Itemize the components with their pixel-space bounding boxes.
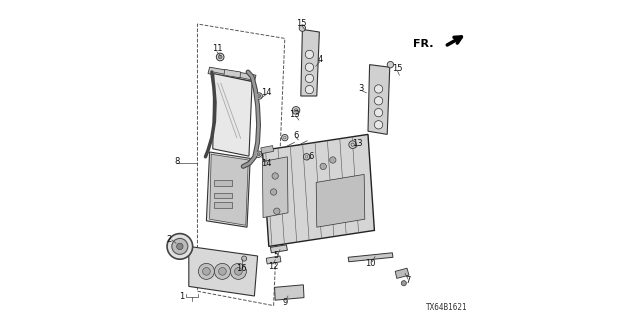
Circle shape	[272, 173, 278, 179]
Circle shape	[271, 189, 277, 195]
Circle shape	[305, 63, 314, 71]
Polygon shape	[262, 134, 374, 246]
Text: 6: 6	[293, 131, 298, 140]
Text: 13: 13	[289, 110, 300, 119]
Polygon shape	[224, 69, 241, 78]
Text: 3: 3	[358, 84, 364, 93]
Circle shape	[374, 108, 383, 117]
Circle shape	[257, 94, 261, 98]
Text: 6: 6	[308, 152, 314, 161]
Circle shape	[177, 243, 183, 250]
Circle shape	[300, 25, 306, 31]
Polygon shape	[210, 154, 248, 225]
Polygon shape	[208, 67, 256, 82]
Text: 11: 11	[212, 44, 222, 53]
Text: 14: 14	[261, 159, 271, 168]
Circle shape	[219, 268, 227, 275]
Circle shape	[330, 157, 336, 163]
Bar	[214, 193, 232, 198]
Circle shape	[305, 74, 314, 83]
Circle shape	[218, 55, 222, 59]
Circle shape	[303, 154, 310, 160]
Polygon shape	[189, 246, 258, 296]
Circle shape	[387, 61, 394, 68]
Polygon shape	[396, 268, 409, 278]
Circle shape	[274, 208, 280, 214]
Polygon shape	[368, 65, 390, 134]
Circle shape	[202, 268, 210, 275]
Text: 15: 15	[296, 19, 307, 28]
Polygon shape	[206, 152, 250, 227]
Polygon shape	[275, 285, 304, 300]
Bar	[214, 180, 232, 186]
Circle shape	[256, 93, 262, 99]
Circle shape	[374, 97, 383, 105]
Circle shape	[216, 53, 224, 61]
Circle shape	[167, 234, 193, 259]
Text: 7: 7	[405, 276, 411, 285]
Circle shape	[305, 50, 314, 59]
Polygon shape	[348, 253, 393, 262]
Circle shape	[374, 121, 383, 129]
Text: FR.: FR.	[413, 39, 434, 49]
Circle shape	[257, 153, 260, 156]
Circle shape	[235, 268, 243, 275]
Text: 14: 14	[261, 88, 271, 97]
Polygon shape	[266, 256, 281, 264]
Text: 8: 8	[174, 157, 179, 166]
Circle shape	[320, 163, 326, 170]
Text: 13: 13	[353, 140, 363, 148]
Text: 16: 16	[236, 264, 247, 273]
Text: 2: 2	[166, 235, 172, 244]
Bar	[214, 202, 232, 208]
Polygon shape	[270, 245, 287, 253]
Circle shape	[198, 263, 214, 279]
Text: 1: 1	[179, 292, 184, 301]
Polygon shape	[212, 74, 252, 156]
Circle shape	[349, 141, 356, 148]
Text: 15: 15	[392, 64, 403, 73]
Text: 9: 9	[282, 298, 287, 307]
Circle shape	[292, 107, 300, 114]
Text: 4: 4	[317, 55, 323, 64]
Circle shape	[282, 134, 288, 141]
Text: 12: 12	[268, 262, 278, 271]
Circle shape	[172, 238, 188, 254]
Circle shape	[255, 151, 262, 157]
Text: 10: 10	[365, 259, 376, 268]
Circle shape	[401, 281, 406, 286]
Polygon shape	[301, 29, 319, 96]
Circle shape	[374, 85, 383, 93]
Text: TX64B1621: TX64B1621	[426, 303, 467, 312]
Circle shape	[305, 85, 314, 94]
Polygon shape	[316, 174, 365, 227]
Polygon shape	[262, 157, 288, 218]
Circle shape	[242, 256, 247, 261]
Circle shape	[230, 263, 246, 279]
Circle shape	[214, 263, 230, 279]
Polygon shape	[261, 146, 274, 154]
Text: 5: 5	[273, 252, 279, 260]
